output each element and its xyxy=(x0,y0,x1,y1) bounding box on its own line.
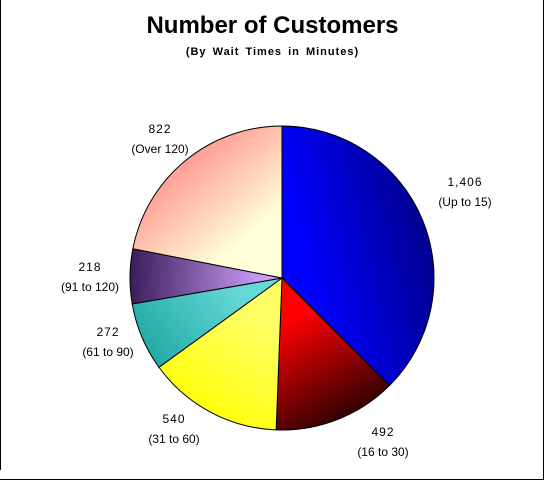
chart-title: Number of Customers xyxy=(146,12,399,39)
slice-category-label: (31 to 60) xyxy=(148,432,199,446)
slice-category-label: (Over 120) xyxy=(131,142,188,156)
slice-value-label: 540 xyxy=(162,412,185,426)
chart-frame-left-edge xyxy=(0,0,1,470)
slice-value-label: 272 xyxy=(96,325,119,339)
slice-category-label: (16 to 30) xyxy=(357,445,408,459)
pie-slice xyxy=(275,276,391,431)
slice-category-label: (61 to 90) xyxy=(82,345,133,359)
slice-category-label: (Up to 15) xyxy=(438,195,491,209)
pie-slices xyxy=(129,125,435,431)
pie-labels: 1,406 (Up to 15) 492 (16 to 30) 540 (31 to 60… xyxy=(61,122,492,459)
chart-subtitle: (By Wait Times in Minutes) xyxy=(185,46,360,58)
pie-slice xyxy=(158,276,283,431)
pie-slice xyxy=(281,125,435,387)
slice-value-label: 1,406 xyxy=(447,175,482,189)
slice-value-label: 492 xyxy=(371,425,394,439)
slice-value-label: 822 xyxy=(148,122,171,136)
slice-value-label: 218 xyxy=(78,260,101,274)
slice-category-label: (91 to 120) xyxy=(61,280,119,294)
pie-slice xyxy=(132,125,283,279)
